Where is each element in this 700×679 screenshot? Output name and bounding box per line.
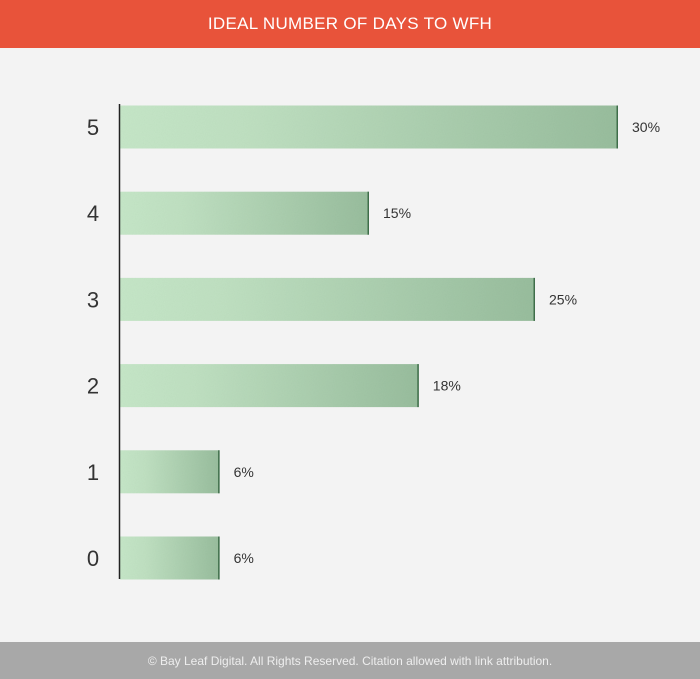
y-tick-label-2: 2 xyxy=(87,374,99,399)
bar-3 xyxy=(120,277,535,321)
copyright-text: © Bay Leaf Digital. All Rights Reserved.… xyxy=(147,653,553,668)
bar-4 xyxy=(120,191,369,235)
y-tick-label-4: 4 xyxy=(87,201,99,226)
data-label-0: 6% xyxy=(234,550,254,566)
data-label-2: 18% xyxy=(433,378,461,394)
chart-title: IDEAL NUMBER OF DAYS TO WFH xyxy=(207,14,493,33)
bar-chart: 5 30% 4 15% 3 25% 2 18% 1 6% 0 6% xyxy=(87,104,660,580)
bar-2 xyxy=(120,364,419,408)
y-tick-label-0: 0 xyxy=(87,546,99,571)
chart-header: IDEAL NUMBER OF DAYS TO WFH xyxy=(0,0,700,48)
bar-5 xyxy=(120,105,618,149)
y-tick-label-1: 1 xyxy=(87,460,99,485)
y-tick-label-5: 5 xyxy=(87,115,99,140)
bars-group xyxy=(120,105,618,580)
data-label-1: 6% xyxy=(234,464,254,480)
labels-group: 5 30% 4 15% 3 25% 2 18% 1 6% 0 6% xyxy=(87,115,660,571)
bar-1 xyxy=(120,450,220,494)
data-label-4: 15% xyxy=(383,205,411,221)
data-label-3: 25% xyxy=(549,291,577,307)
chart-footer: © Bay Leaf Digital. All Rights Reserved.… xyxy=(0,642,700,679)
y-tick-label-3: 3 xyxy=(87,287,99,312)
data-label-5: 30% xyxy=(632,119,660,135)
bar-0 xyxy=(120,536,220,580)
